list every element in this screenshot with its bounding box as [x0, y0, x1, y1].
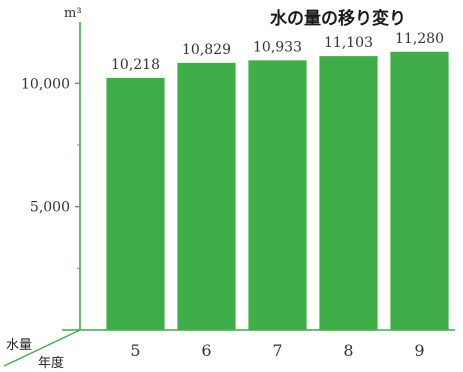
- value-label-7: 10,933: [253, 39, 302, 55]
- bar-5: [106, 77, 165, 331]
- bar-9: [390, 51, 449, 330]
- value-label-9: 11,280: [395, 31, 444, 47]
- x-tick-label-8: 8: [343, 341, 353, 360]
- bar-7: [248, 60, 307, 330]
- x-tick-label-9: 9: [414, 341, 424, 360]
- value-label-6: 10,829: [182, 42, 231, 58]
- bar-8: [319, 56, 378, 330]
- y-axis-label: 水量: [6, 338, 33, 353]
- x-tick-label-7: 7: [272, 341, 282, 360]
- chart-title: 水の量の移り変り: [270, 9, 406, 29]
- x-axis-label: 年度: [38, 356, 65, 371]
- x-tick-label-6: 6: [201, 341, 211, 360]
- y-tick-label-5000: 5,000: [30, 200, 70, 216]
- value-label-5: 10,218: [111, 57, 160, 73]
- corner-diagonal: [3, 329, 81, 367]
- y-unit-label: m³: [64, 6, 82, 21]
- x-tick-label-5: 5: [130, 341, 140, 360]
- bar-6: [177, 62, 236, 330]
- y-tick-label-10000: 10,000: [21, 76, 70, 92]
- value-label-8: 11,103: [324, 35, 373, 51]
